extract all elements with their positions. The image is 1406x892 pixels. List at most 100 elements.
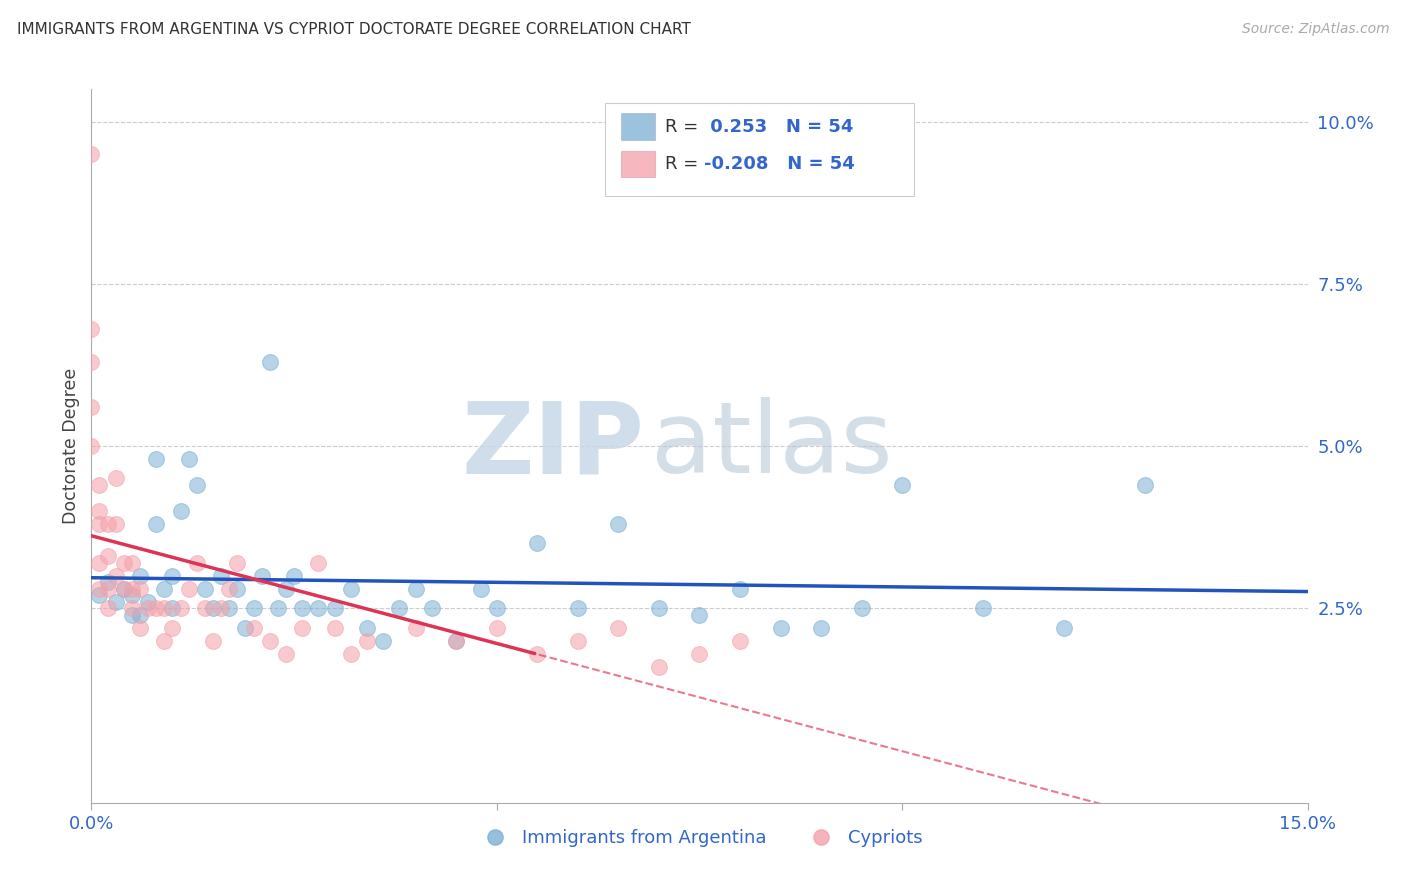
Point <box>323 601 346 615</box>
Point <box>267 601 290 615</box>
Point <box>89 504 111 518</box>
Point <box>153 633 176 648</box>
Point <box>972 601 994 615</box>
Point <box>162 601 184 615</box>
Point <box>209 568 232 582</box>
Point <box>89 516 111 531</box>
Text: Source: ZipAtlas.com: Source: ZipAtlas.com <box>1241 22 1389 37</box>
Point <box>209 601 232 615</box>
Point <box>526 536 548 550</box>
Point <box>186 478 208 492</box>
Y-axis label: Doctorate Degree: Doctorate Degree <box>62 368 80 524</box>
Point <box>145 452 167 467</box>
Point <box>121 582 143 596</box>
Point <box>129 582 152 596</box>
Point <box>97 516 120 531</box>
Point <box>226 582 249 596</box>
Point <box>470 582 492 596</box>
Point <box>250 568 273 582</box>
Point <box>728 633 751 648</box>
Point <box>194 601 217 615</box>
Point <box>80 439 103 453</box>
Legend: Immigrants from Argentina, Cypriots: Immigrants from Argentina, Cypriots <box>470 822 929 855</box>
Text: atlas: atlas <box>651 398 893 494</box>
Point <box>485 621 508 635</box>
Point <box>202 633 225 648</box>
Point <box>307 556 329 570</box>
Point <box>688 647 710 661</box>
Point <box>242 621 264 635</box>
Point <box>1053 621 1076 635</box>
Point <box>688 607 710 622</box>
Point <box>162 621 184 635</box>
Point <box>169 504 191 518</box>
Point <box>80 400 103 414</box>
Point <box>607 621 630 635</box>
Point <box>405 621 427 635</box>
Point <box>226 556 249 570</box>
Point <box>129 568 152 582</box>
Point <box>307 601 329 615</box>
Point <box>202 601 225 615</box>
Point <box>162 568 184 582</box>
Point <box>340 582 363 596</box>
Point <box>769 621 792 635</box>
Point <box>405 582 427 596</box>
Point <box>129 621 152 635</box>
Point <box>80 322 103 336</box>
Point <box>104 471 127 485</box>
Point <box>136 601 159 615</box>
Point <box>104 516 127 531</box>
Point <box>420 601 443 615</box>
Point <box>728 582 751 596</box>
Point <box>235 621 257 635</box>
Point <box>567 601 589 615</box>
Point <box>444 633 467 648</box>
Point <box>104 595 127 609</box>
Point <box>80 147 103 161</box>
Point <box>218 582 240 596</box>
Point <box>153 582 176 596</box>
Point <box>145 601 167 615</box>
Point <box>259 633 281 648</box>
Text: R =: R = <box>665 155 704 173</box>
Point <box>97 582 120 596</box>
Point <box>177 452 200 467</box>
Point <box>136 595 159 609</box>
Point <box>145 516 167 531</box>
Point <box>648 659 671 673</box>
Point <box>112 582 135 596</box>
Point <box>356 633 378 648</box>
Point <box>242 601 264 615</box>
Point <box>291 621 314 635</box>
Point <box>323 621 346 635</box>
Text: IMMIGRANTS FROM ARGENTINA VS CYPRIOT DOCTORATE DEGREE CORRELATION CHART: IMMIGRANTS FROM ARGENTINA VS CYPRIOT DOC… <box>17 22 690 37</box>
Point <box>169 601 191 615</box>
Point <box>444 633 467 648</box>
Point <box>80 354 103 368</box>
Point <box>97 549 120 564</box>
Point <box>388 601 411 615</box>
Point <box>291 601 314 615</box>
Point <box>851 601 873 615</box>
Point <box>89 588 111 602</box>
Point <box>1135 478 1157 492</box>
Point <box>340 647 363 661</box>
Point <box>177 582 200 596</box>
Point <box>97 575 120 590</box>
Point <box>121 588 143 602</box>
Point <box>112 582 135 596</box>
Point <box>194 582 217 596</box>
Point <box>810 621 832 635</box>
Point <box>274 582 297 596</box>
Point <box>89 582 111 596</box>
Text: ZIP: ZIP <box>463 398 645 494</box>
Point <box>89 478 111 492</box>
Point <box>129 607 152 622</box>
Point <box>891 478 914 492</box>
Point <box>121 607 143 622</box>
Point <box>104 568 127 582</box>
Text: 0.253   N = 54: 0.253 N = 54 <box>704 118 853 136</box>
Text: -0.208   N = 54: -0.208 N = 54 <box>704 155 855 173</box>
Point <box>97 601 120 615</box>
